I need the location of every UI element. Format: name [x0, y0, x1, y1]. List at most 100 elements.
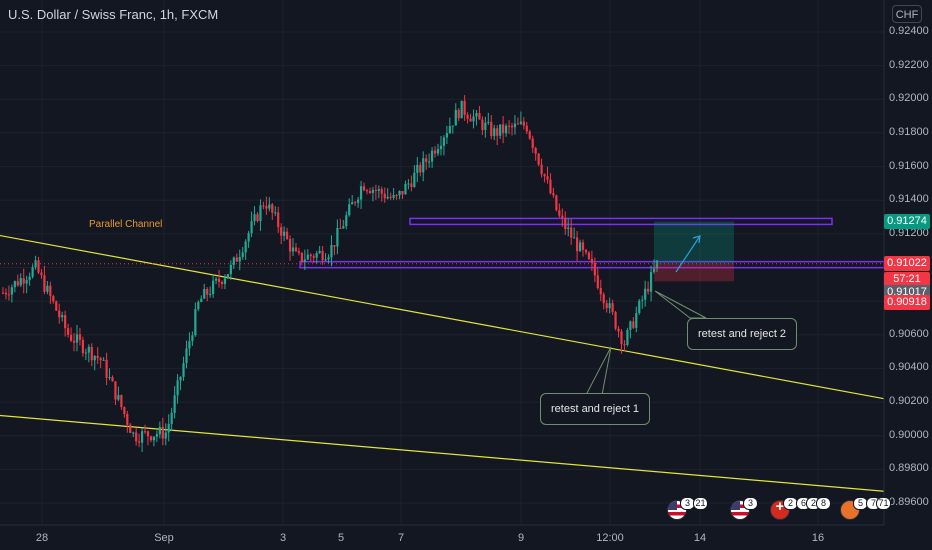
price-tick-label: 0.91200	[889, 226, 929, 239]
candle-body	[61, 315, 64, 318]
candle-body	[37, 260, 40, 273]
candle-body	[170, 412, 173, 425]
candle-body	[641, 299, 644, 301]
channel-lower-line	[0, 414, 885, 492]
price-tick-label: 0.90000	[889, 428, 929, 441]
candle-body	[422, 158, 425, 173]
event-count-badge: 71	[876, 497, 891, 510]
candle-body	[357, 199, 360, 203]
candle-body	[507, 125, 511, 127]
candle-body	[129, 424, 132, 433]
candle-body	[552, 193, 555, 196]
candle-body	[336, 227, 339, 247]
candle-body	[428, 161, 431, 163]
candle-body	[537, 153, 540, 165]
candle-body	[570, 227, 573, 238]
candle-body	[161, 426, 164, 439]
candle-body	[214, 278, 218, 281]
candle-body	[268, 204, 271, 209]
candle-body	[288, 239, 292, 252]
candle-body	[395, 195, 398, 197]
candle-body	[46, 285, 49, 292]
plot-area[interactable]	[0, 0, 884, 525]
time-tick-label: 9	[517, 532, 525, 544]
candle-body	[362, 186, 366, 191]
candle-body	[179, 376, 182, 381]
price-tick-label: 0.91800	[889, 125, 929, 138]
candle-body	[52, 296, 55, 302]
target-zone	[654, 221, 734, 264]
candle-body	[371, 189, 375, 193]
candle-body	[359, 186, 363, 200]
candle-body	[513, 123, 517, 128]
currency-button[interactable]: CHF	[892, 5, 922, 23]
candle-body	[333, 245, 336, 247]
candle-body	[99, 358, 102, 361]
candle-body	[206, 289, 209, 295]
candle-body	[271, 204, 274, 213]
candle-body	[64, 315, 67, 329]
candle-body	[149, 436, 153, 441]
candle-body	[629, 321, 632, 331]
candle-body	[241, 252, 244, 258]
candle-body	[40, 272, 43, 276]
price-tick-label: 0.92200	[889, 58, 929, 71]
candle-body	[348, 204, 351, 216]
event-count-badge: 3	[743, 497, 758, 510]
candle-body	[487, 121, 490, 123]
candle-body	[596, 275, 599, 289]
candle-body	[339, 227, 342, 229]
candle-body	[519, 121, 522, 124]
candle-body	[235, 257, 238, 262]
candle-body	[345, 215, 348, 227]
candle-body	[351, 202, 354, 205]
candle-body	[31, 267, 34, 277]
candle-body	[543, 174, 546, 177]
candle-body	[93, 355, 96, 361]
event-count-badge: 8	[816, 497, 831, 510]
candle-body	[602, 294, 605, 304]
price-tick-label: 0.90200	[889, 395, 929, 408]
candle-body	[354, 202, 357, 204]
candle-body	[209, 293, 212, 295]
candle-body	[253, 214, 256, 222]
candle-body	[398, 190, 401, 196]
candle-body	[478, 112, 481, 120]
candle-body	[638, 300, 641, 314]
candle-body	[649, 271, 653, 292]
candle-body	[58, 310, 61, 318]
grid	[0, 0, 884, 525]
candle-body	[232, 257, 235, 265]
candle-body	[7, 294, 11, 296]
candle-body	[484, 122, 487, 130]
candle-body	[256, 214, 259, 222]
candle-body	[368, 190, 372, 193]
candle-body	[87, 346, 90, 353]
candle-body	[274, 212, 277, 214]
overlay	[0, 221, 884, 396]
candle-body	[644, 288, 647, 300]
event-count-badge: 21	[693, 497, 708, 510]
candle-body	[229, 264, 232, 275]
candle-body	[303, 259, 306, 262]
candle-body	[185, 348, 188, 364]
candle-body	[386, 196, 389, 199]
candle-body	[143, 431, 147, 433]
candle-body	[608, 303, 611, 309]
candle-body	[315, 253, 318, 258]
candle-body	[135, 432, 138, 442]
candle-body	[120, 395, 123, 408]
candle-body	[555, 195, 558, 211]
candle-body	[285, 231, 289, 240]
candle-body	[389, 196, 392, 198]
candle-body	[510, 125, 514, 128]
candle-body	[635, 313, 638, 328]
candle-body	[652, 268, 656, 272]
candle-body	[126, 413, 129, 425]
candle-body	[466, 114, 469, 119]
candle-body	[472, 116, 475, 122]
time-tick-label: 16	[811, 532, 825, 544]
candle-body	[463, 100, 466, 115]
candle-body	[540, 164, 543, 175]
